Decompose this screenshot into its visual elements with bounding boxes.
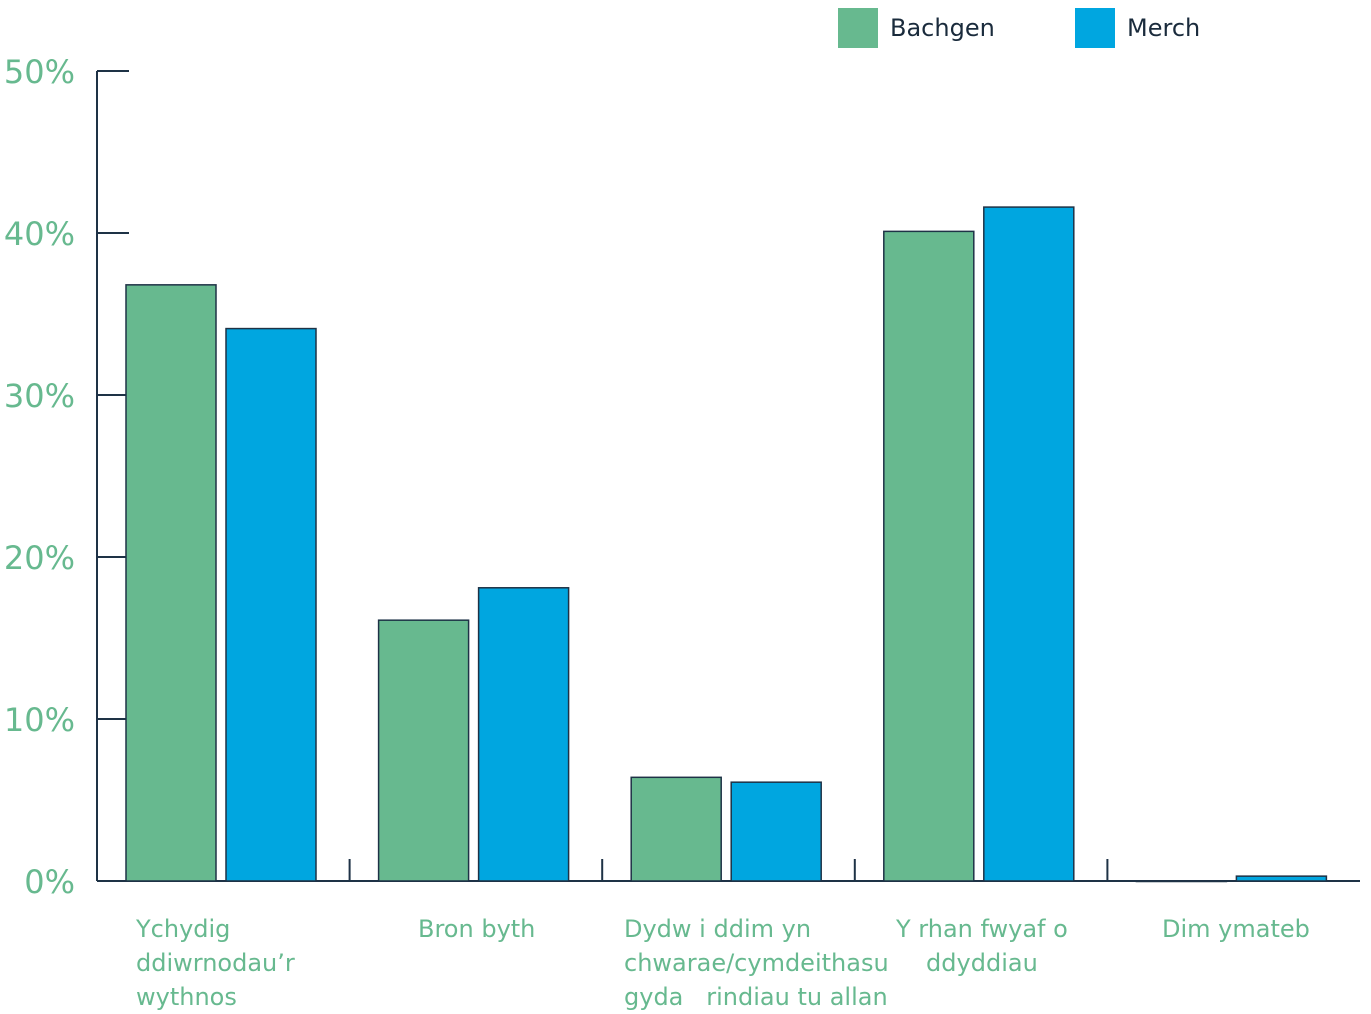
category-label: Dydw i ddim yn chwarae/cymdeithasu gyda … xyxy=(624,915,889,1011)
bar-bachgen xyxy=(883,230,975,882)
bar-merch xyxy=(477,587,570,882)
y-axis-ticks: 0% 10% 20% 30% 40% 50% xyxy=(4,53,1109,901)
legend-item-merch: Merch xyxy=(1075,8,1200,48)
bar-bachgen xyxy=(630,776,722,882)
bar-merch xyxy=(1235,875,1328,882)
y-tick-label: 30% xyxy=(4,377,75,415)
y-tick-label: 20% xyxy=(4,539,75,577)
category-label: Y rhan fwyaf o ddyddiau xyxy=(896,915,1068,977)
bar-bachgen xyxy=(377,619,470,882)
category-label: Dim ymateb xyxy=(1162,915,1310,943)
legend-label-bachgen: Bachgen xyxy=(890,14,995,42)
y-tick-label: 0% xyxy=(24,863,75,901)
y-tick-label: 40% xyxy=(4,215,75,253)
bar-merch xyxy=(983,206,1075,882)
bar-bachgen xyxy=(125,284,217,882)
bar-merch xyxy=(225,327,317,882)
y-tick-label: 10% xyxy=(4,701,75,739)
bars xyxy=(125,206,1328,883)
category-label: Ychydig ddiwrnodau’r wythnos xyxy=(136,915,295,1011)
legend-swatch-bachgen xyxy=(838,8,878,48)
legend-item-bachgen: Bachgen xyxy=(838,8,995,48)
bar-bachgen xyxy=(1135,880,1228,883)
category-label: Bron byth xyxy=(418,915,536,943)
legend-label-merch: Merch xyxy=(1127,14,1201,42)
y-tick-label: 50% xyxy=(4,53,75,91)
bar-merch xyxy=(730,781,822,882)
legend-swatch-merch xyxy=(1075,8,1115,48)
